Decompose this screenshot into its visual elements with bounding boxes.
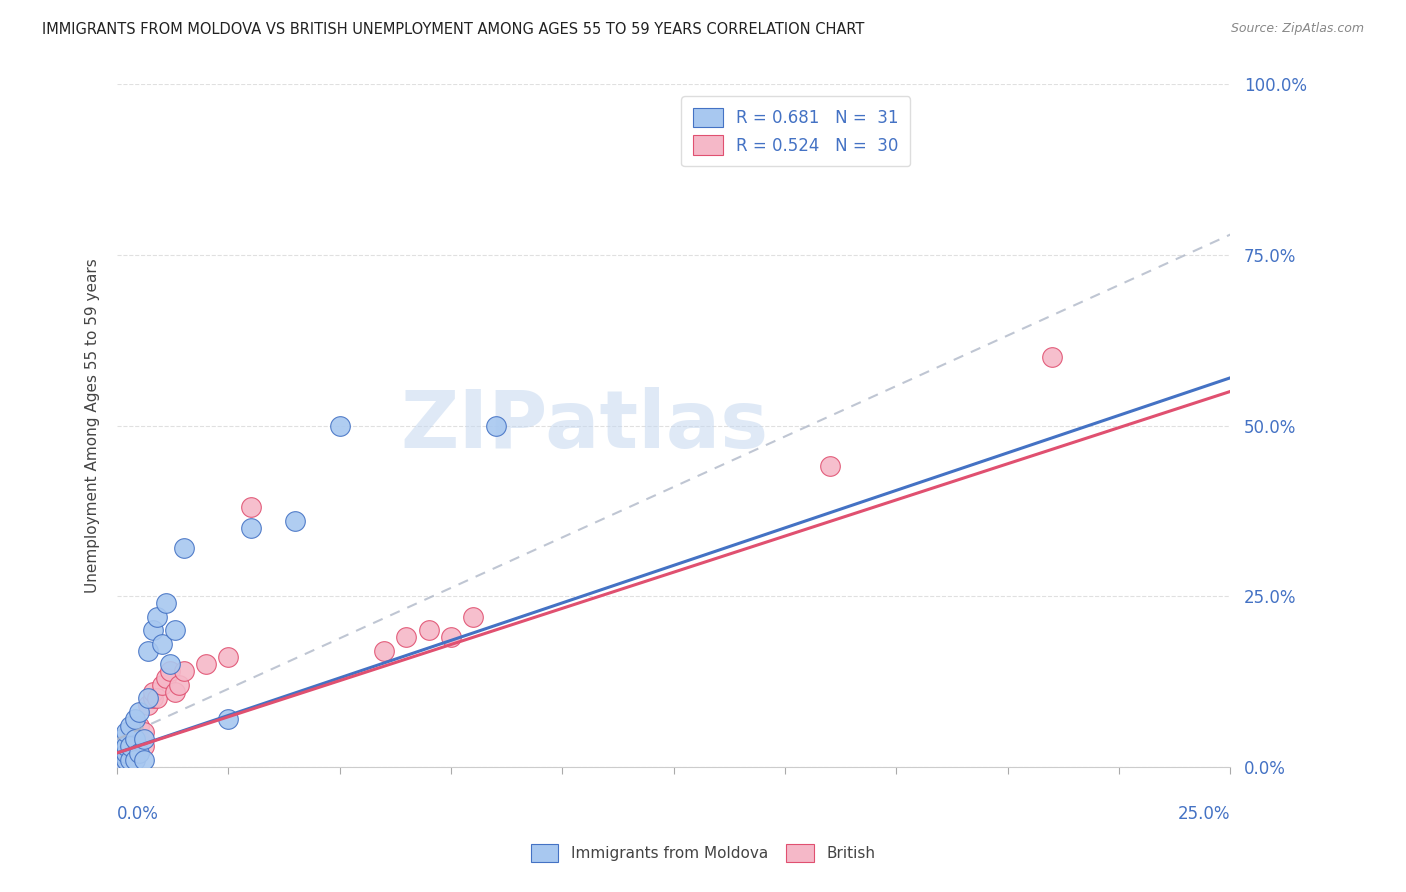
Point: [124, 753, 146, 767]
Point: [163, 623, 186, 637]
Point: [128, 732, 150, 747]
Point: [110, 753, 132, 767]
Point: [120, 719, 142, 733]
Point: [818, 459, 841, 474]
Legend: R = 0.681   N =  31, R = 0.524   N =  30: R = 0.681 N = 31, R = 0.524 N = 30: [681, 96, 910, 166]
Text: 25.0%: 25.0%: [1178, 805, 1230, 823]
Text: ZIPatlas: ZIPatlas: [401, 386, 769, 465]
Point: [484, 418, 506, 433]
Point: [173, 664, 195, 678]
Point: [110, 732, 132, 747]
Point: [128, 719, 150, 733]
Text: IMMIGRANTS FROM MOLDOVA VS BRITISH UNEMPLOYMENT AMONG AGES 55 TO 59 YEARS CORREL: IMMIGRANTS FROM MOLDOVA VS BRITISH UNEMP…: [42, 22, 865, 37]
Point: [150, 678, 173, 692]
Point: [239, 500, 262, 515]
Point: [195, 657, 218, 672]
Point: [115, 753, 138, 767]
Point: [124, 746, 146, 760]
Point: [418, 623, 440, 637]
Point: [395, 630, 418, 644]
Point: [329, 418, 352, 433]
Point: [463, 609, 485, 624]
Point: [110, 746, 132, 760]
Point: [136, 691, 159, 706]
Point: [155, 596, 177, 610]
Point: [136, 698, 159, 713]
Point: [1040, 351, 1063, 365]
Point: [124, 712, 146, 726]
Text: Source: ZipAtlas.com: Source: ZipAtlas.com: [1230, 22, 1364, 36]
Point: [146, 609, 169, 624]
Point: [132, 725, 155, 739]
Legend: Immigrants from Moldova, British: Immigrants from Moldova, British: [522, 835, 884, 871]
Point: [163, 684, 186, 698]
Point: [169, 678, 191, 692]
Point: [150, 637, 173, 651]
Point: [159, 664, 181, 678]
Point: [120, 739, 142, 753]
Point: [110, 753, 132, 767]
Point: [142, 623, 165, 637]
Point: [142, 691, 165, 706]
Point: [128, 705, 150, 719]
Point: [155, 671, 177, 685]
Point: [132, 732, 155, 747]
Point: [440, 630, 463, 644]
Point: [115, 746, 138, 760]
Point: [173, 541, 195, 556]
Point: [120, 732, 142, 747]
Point: [217, 650, 239, 665]
Y-axis label: Unemployment Among Ages 55 to 59 years: Unemployment Among Ages 55 to 59 years: [86, 258, 100, 593]
Point: [115, 725, 138, 739]
Point: [132, 739, 155, 753]
Point: [115, 746, 138, 760]
Point: [120, 739, 142, 753]
Point: [124, 732, 146, 747]
Point: [115, 753, 138, 767]
Point: [128, 746, 150, 760]
Text: 0.0%: 0.0%: [117, 805, 159, 823]
Point: [136, 643, 159, 657]
Point: [159, 657, 181, 672]
Point: [132, 753, 155, 767]
Point: [239, 521, 262, 535]
Point: [115, 739, 138, 753]
Point: [146, 691, 169, 706]
Point: [120, 753, 142, 767]
Point: [217, 712, 239, 726]
Point: [373, 643, 395, 657]
Point: [284, 514, 307, 528]
Point: [142, 684, 165, 698]
